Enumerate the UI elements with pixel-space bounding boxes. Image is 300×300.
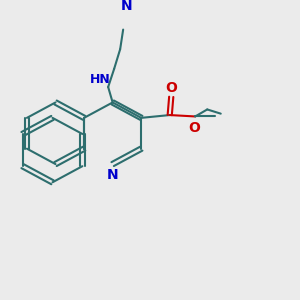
Text: N: N [120, 0, 132, 13]
Text: HN: HN [89, 73, 110, 85]
Text: N: N [107, 168, 118, 182]
Text: O: O [188, 122, 200, 136]
Text: O: O [165, 81, 177, 95]
